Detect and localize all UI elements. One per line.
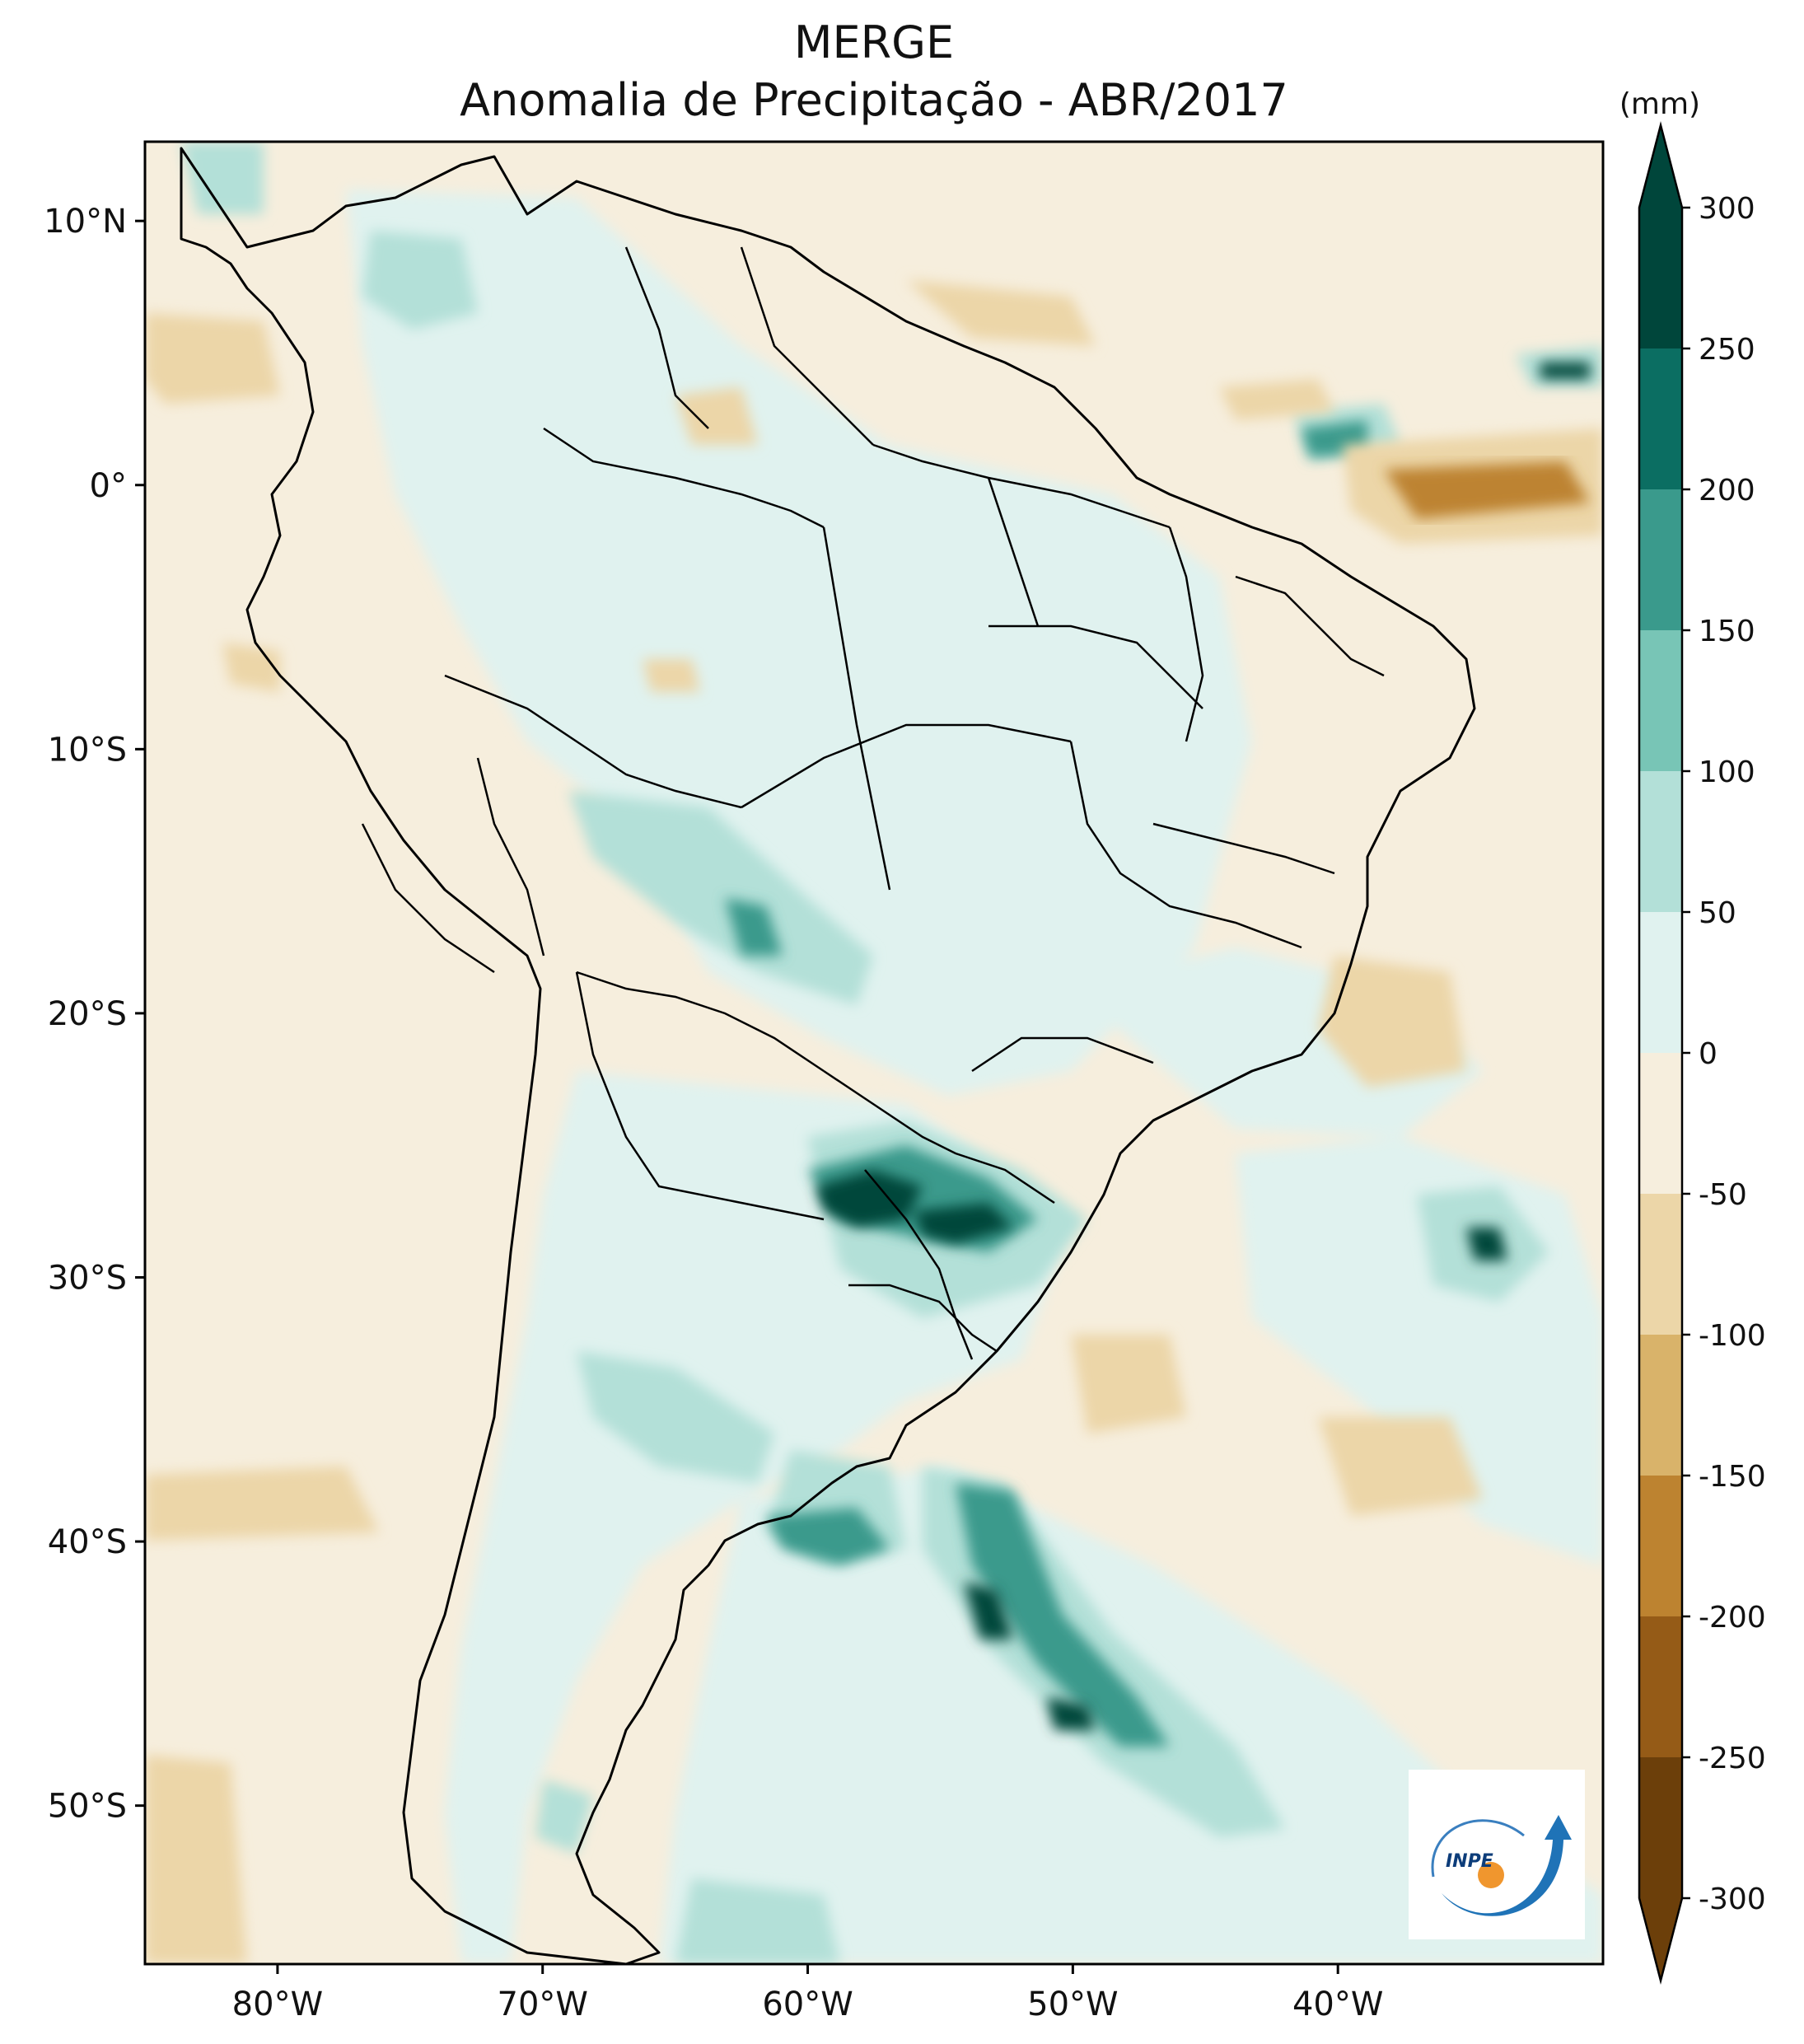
colorbar-tick-label: 100: [1699, 755, 1755, 789]
anomaly-negative: [145, 280, 1603, 1964]
colorbar-segment: [1639, 208, 1682, 349]
logo-text: INPE: [1446, 1851, 1493, 1872]
anomaly-peak-positive: [816, 362, 1590, 1730]
colorbar-tick-label: 150: [1699, 615, 1755, 648]
colorbar-tick-label: -100: [1699, 1319, 1766, 1353]
colorbar-unit-label: (mm): [1619, 87, 1700, 121]
colorbar-segment: [1639, 1053, 1682, 1195]
colorbar-segment: [1639, 630, 1682, 772]
longitude-tick-label: 80°W: [232, 1986, 323, 2023]
political-borders: [361, 246, 1385, 1360]
latitude-tick-label: 50°S: [48, 1788, 127, 1826]
colorbar-tick-label: -300: [1699, 1883, 1766, 1916]
latitude-tick-label: 30°S: [48, 1259, 127, 1297]
colorbar-tick-label: 200: [1699, 474, 1755, 507]
inpe-logo-graphic: INPE: [1431, 1815, 1572, 1916]
longitude-tick-label: 50°W: [1027, 1986, 1118, 2023]
colorbar-segment: [1639, 771, 1682, 913]
anomaly-moderate-positive: [181, 142, 1603, 1964]
colorbar-segment: [1639, 1476, 1682, 1617]
colorbar-segment: [1639, 912, 1682, 1054]
colorbar-tick-label: 300: [1699, 192, 1755, 226]
colorbar-tick-label: -200: [1699, 1601, 1766, 1635]
colorbar-segment: [1639, 1757, 1682, 1899]
longitude-tick-label: 60°W: [762, 1986, 853, 2023]
colorbar-tick-label: -250: [1699, 1742, 1766, 1775]
logo-sun-circle: [1478, 1862, 1504, 1888]
coastline: [180, 147, 1476, 1964]
logo-orbit-line: [1431, 1819, 1525, 1878]
map-subtitle: Anomalia de Precipitação - ABR/2017: [460, 74, 1288, 126]
colorbar-tick-label: 0: [1699, 1037, 1718, 1071]
map-panel: [145, 142, 1603, 1964]
latitude-tick-label: 10°N: [44, 203, 127, 241]
latitude-tick-label: 0°: [90, 467, 127, 505]
colorbar-extend-top: [1639, 125, 1682, 208]
colorbar-segment: [1639, 1335, 1682, 1476]
colorbar-tick-label: 50: [1699, 896, 1736, 930]
longitude-ticks: 80°W 70°W 60°W 50°W 40°W: [232, 1964, 1383, 2023]
map-frame: [143, 140, 1605, 1966]
colorbar-segment: [1639, 1616, 1682, 1758]
anomaly-negative-strong: [1384, 461, 1590, 519]
colorbar-segment: [1639, 1194, 1682, 1335]
logo-arrow-shape: [1442, 1815, 1572, 1916]
latitude-tick-label: 20°S: [48, 995, 127, 1033]
latitude-tick-label: 40°S: [48, 1523, 127, 1561]
latitude-ticks: 10°N 0° 10°S 20°S 30°S 40°S 50°S: [44, 203, 145, 1826]
inpe-logo: INPE: [1409, 1770, 1585, 1939]
colorbar-segment: [1639, 348, 1682, 490]
latitude-tick-label: 10°S: [48, 731, 127, 769]
colorbar: 300 250 200 150 100 50 0 -50 -100 -150 -200 -250 -30…: [1638, 121, 1766, 1985]
colorbar-extend-bottom: [1639, 1898, 1682, 1981]
colorbar-tick-label: -150: [1699, 1460, 1766, 1494]
longitude-tick-label: 40°W: [1292, 1986, 1383, 2023]
colorbar-tick-label: -50: [1699, 1178, 1747, 1212]
map-title: MERGE: [793, 16, 955, 68]
colorbar-segment: [1639, 489, 1682, 631]
colorbar-tick-label: 250: [1699, 333, 1755, 367]
longitude-tick-label: 70°W: [498, 1986, 588, 2023]
